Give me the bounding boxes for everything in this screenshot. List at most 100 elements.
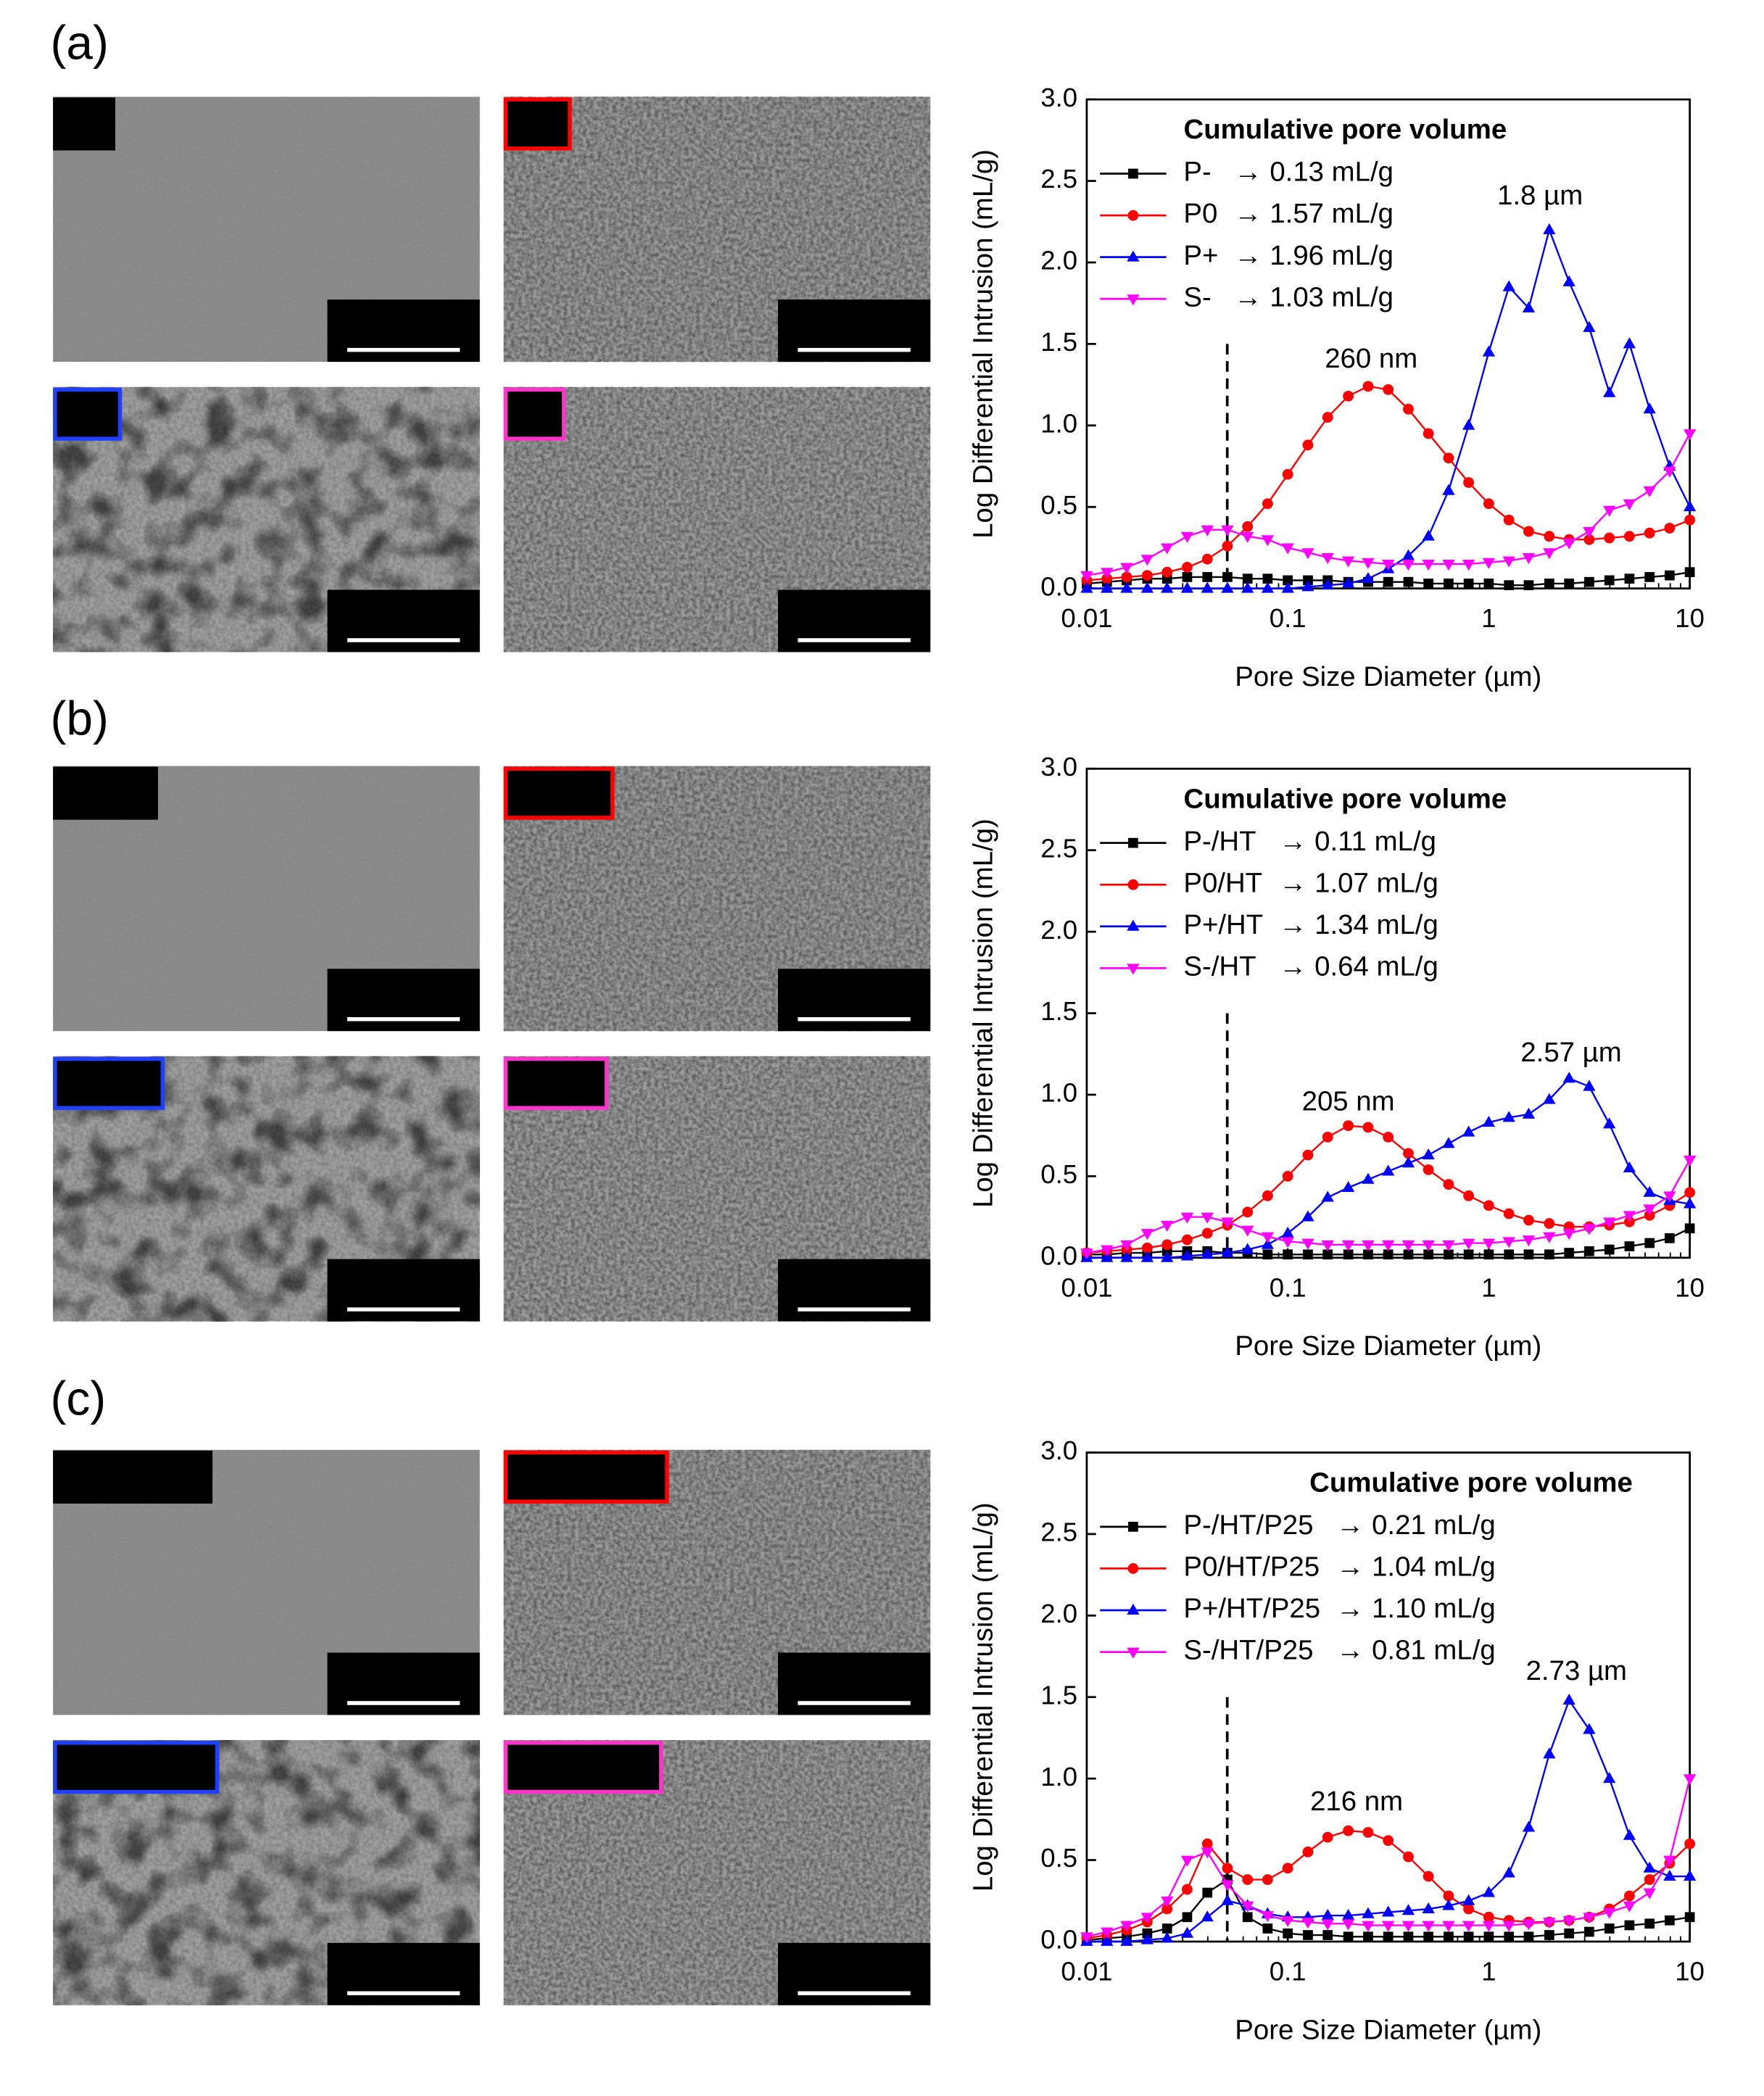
data-point	[1222, 540, 1233, 552]
y-tick-label: 2.0	[1040, 246, 1077, 276]
data-point	[1161, 1220, 1174, 1232]
panel-label: (b)	[50, 692, 108, 745]
data-point	[1120, 1934, 1133, 1946]
data-point	[1665, 1915, 1675, 1926]
data-point	[1544, 579, 1554, 589]
data-point	[1382, 1905, 1395, 1917]
data-point	[1201, 525, 1214, 537]
data-point	[1624, 573, 1635, 584]
data-point	[1301, 1918, 1314, 1929]
data-point	[1141, 570, 1153, 581]
data-point	[1222, 1863, 1233, 1874]
data-point	[1423, 428, 1434, 439]
data-point	[1603, 505, 1616, 517]
data-point	[1321, 1240, 1334, 1251]
data-point	[1261, 535, 1275, 547]
data-point	[1302, 439, 1314, 451]
data-point	[1543, 1232, 1556, 1243]
data-point	[1543, 548, 1556, 560]
chart: 0.0 0.5 1.0 1.5 2.0 2.5 3.0 0.01 0.1 1 10 Pore Size…	[967, 752, 1705, 1362]
data-point	[1502, 556, 1515, 568]
legend-marker	[1127, 294, 1140, 306]
y-tick-label: 1.0	[1040, 408, 1077, 438]
data-point	[1463, 1903, 1475, 1915]
sample-tag-box	[503, 1056, 609, 1110]
data-point	[1644, 1918, 1655, 1929]
x-axis-label: Pore Size Diameter (µm)	[1235, 2014, 1541, 2045]
y-tick-label: 0.5	[1040, 490, 1077, 520]
data-point	[1362, 381, 1374, 392]
x-tick-label: 10	[1675, 1957, 1705, 1987]
data-point	[1482, 345, 1496, 357]
data-point	[1362, 1172, 1375, 1184]
annotation: 260 nm	[1325, 343, 1417, 374]
sample-tag: P0/HT/P25	[520, 1461, 650, 1491]
legend-note: → 1.07 mL/g	[1279, 867, 1438, 898]
data-point	[1442, 1899, 1455, 1910]
legend-note: → 1.57 mL/g	[1234, 198, 1394, 229]
data-point	[1442, 1921, 1455, 1932]
data-point	[1442, 559, 1455, 571]
legend-name: P-	[1183, 157, 1211, 188]
data-point	[1502, 1866, 1515, 1878]
annotation: 216 nm	[1310, 1786, 1403, 1817]
data-point	[1321, 1190, 1334, 1202]
data-point	[1283, 1928, 1293, 1939]
sem-image: P+/HT 5 µm	[53, 1056, 480, 1322]
data-point	[1644, 572, 1655, 582]
data-point	[1522, 1919, 1536, 1931]
data-point	[1522, 552, 1536, 565]
data-point	[1140, 1229, 1154, 1240]
data-point	[1161, 1239, 1173, 1251]
legend-note: → 0.11 mL/g	[1279, 826, 1436, 857]
sample-tag: P+/HT	[69, 1067, 145, 1097]
data-point	[1463, 579, 1474, 589]
x-axis-label: Pore Size Diameter (µm)	[1235, 1330, 1541, 1362]
data-point	[1202, 1887, 1213, 1898]
data-point	[1241, 1243, 1254, 1254]
sem-image: P0/HT/P25 5 µm	[503, 1449, 931, 1715]
data-point	[1603, 1117, 1616, 1129]
data-point	[1101, 568, 1114, 579]
data-point	[1140, 1913, 1154, 1924]
data-point	[1341, 1240, 1355, 1251]
data-point	[1624, 1241, 1635, 1251]
data-point	[1180, 581, 1194, 593]
data-point	[1683, 1869, 1697, 1881]
legend-marker	[1127, 964, 1140, 975]
data-point	[1604, 532, 1615, 544]
legend-note: → 1.96 mL/g	[1234, 240, 1394, 271]
data-point	[1242, 521, 1254, 532]
sample-tag-box	[503, 1741, 663, 1794]
data-point	[1624, 1890, 1635, 1902]
sample-tag-box	[503, 766, 615, 820]
data-point	[1543, 1747, 1556, 1759]
data-point	[1080, 1248, 1093, 1260]
legend-note: → 0.81 mL/g	[1336, 1635, 1496, 1666]
data-point	[1522, 1820, 1536, 1832]
data-point	[1140, 1933, 1154, 1944]
data-point	[1523, 1931, 1534, 1942]
legend-name: S-	[1183, 281, 1211, 312]
data-point	[1242, 1912, 1253, 1923]
panel-label: (a)	[50, 15, 108, 69]
scale-bar-label: 5 µm	[373, 1951, 433, 1981]
data-point	[1564, 1928, 1575, 1939]
data-point	[1161, 1931, 1174, 1943]
data-point	[1444, 579, 1454, 589]
series-line	[1086, 433, 1691, 576]
data-point	[1261, 581, 1275, 593]
data-point	[1583, 320, 1596, 332]
data-point	[1401, 1156, 1415, 1168]
data-point	[1624, 531, 1635, 542]
data-point	[1362, 1921, 1375, 1932]
y-tick-label: 2.0	[1040, 1599, 1077, 1628]
data-point	[1683, 500, 1697, 512]
legend-name: P-/HT	[1183, 826, 1256, 857]
data-point	[1643, 486, 1656, 497]
data-point	[1343, 1825, 1354, 1836]
data-point	[1664, 523, 1676, 534]
data-point	[1562, 1915, 1575, 1927]
sample-tag-box	[53, 1056, 165, 1110]
data-point	[1583, 1913, 1596, 1924]
